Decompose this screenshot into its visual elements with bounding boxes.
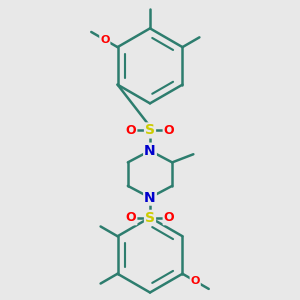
- Text: O: O: [190, 276, 200, 286]
- Text: O: O: [126, 124, 136, 137]
- Text: O: O: [164, 124, 174, 137]
- Text: N: N: [144, 144, 156, 158]
- Text: N: N: [144, 190, 156, 205]
- Text: S: S: [145, 211, 155, 225]
- Text: S: S: [145, 123, 155, 137]
- Text: O: O: [100, 35, 110, 45]
- Text: O: O: [126, 211, 136, 224]
- Text: O: O: [164, 211, 174, 224]
